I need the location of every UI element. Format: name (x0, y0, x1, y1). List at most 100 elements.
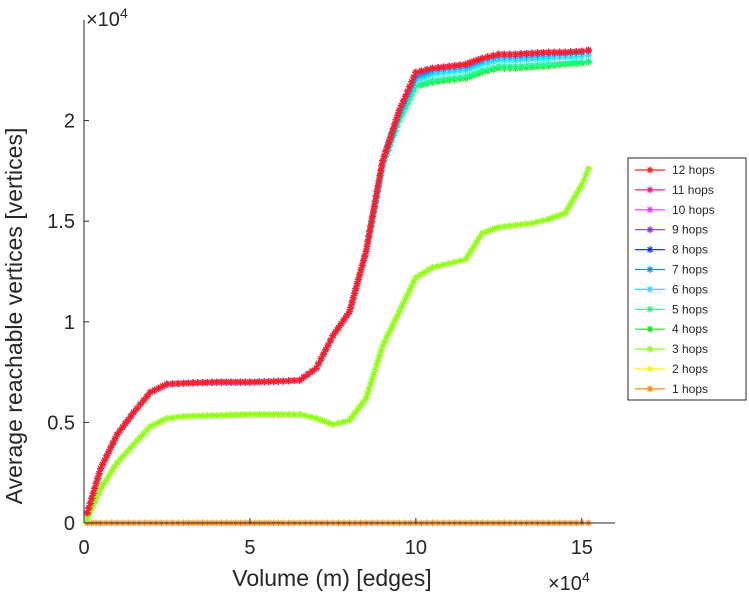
legend-marker (646, 206, 654, 214)
data-point (377, 167, 385, 175)
data-point (296, 376, 304, 384)
data-point (408, 282, 416, 290)
series-6-hops (83, 51, 592, 517)
data-point (105, 472, 113, 480)
y-tick-label: 2 (64, 111, 75, 133)
series-line (86, 61, 589, 514)
data-point (363, 242, 371, 250)
legend-item: 1 hops (635, 382, 708, 396)
data-point (334, 419, 342, 427)
data-point (130, 408, 138, 416)
data-point (440, 75, 448, 83)
legend-label: 7 hops (672, 263, 708, 277)
legend-marker (646, 385, 654, 393)
legend-label: 1 hops (672, 382, 708, 396)
data-point (451, 62, 459, 70)
data-point (370, 370, 378, 378)
series-line (86, 49, 589, 514)
data-point (578, 58, 586, 66)
legend-marker (646, 325, 654, 333)
legend-items: 12 hops 11 hops 10 hops 9 hops 8 hops 7 hops 6… (635, 163, 715, 396)
data-point (251, 410, 259, 418)
data-point (312, 364, 320, 372)
legend-box (627, 157, 747, 401)
data-point (357, 402, 365, 410)
legend-marker (646, 345, 654, 353)
data-point (556, 48, 564, 56)
data-point (169, 414, 176, 422)
data-point (113, 430, 121, 438)
data-point (126, 444, 134, 452)
data-point (445, 62, 453, 70)
data-point (348, 413, 356, 421)
series-line (86, 49, 589, 514)
data-point (371, 366, 379, 374)
series-4-hops (83, 58, 592, 517)
legend-item: 2 hops (635, 362, 708, 376)
legend-marker (646, 226, 654, 234)
legend-item: 6 hops (635, 282, 708, 296)
y-tick-label: 1 (64, 312, 75, 334)
series-line (86, 49, 589, 514)
data-point (360, 257, 368, 265)
data-point (110, 463, 118, 471)
legend-item: 10 hops (635, 203, 715, 217)
data-point (584, 46, 592, 54)
data-point (417, 67, 425, 75)
data-point (369, 207, 377, 215)
y-tick-label: 0 (64, 513, 75, 535)
data-point (557, 211, 565, 219)
legend-item: 11 hops (635, 183, 714, 197)
data-point (478, 54, 486, 62)
data-point (534, 218, 542, 226)
data-point (484, 65, 492, 73)
data-point (478, 66, 486, 74)
data-point (550, 48, 558, 56)
data-point (92, 479, 100, 487)
data-point (163, 380, 171, 388)
data-point (372, 192, 380, 200)
data-point (428, 76, 436, 84)
data-point (354, 275, 362, 283)
data-point (440, 261, 448, 269)
data-point (121, 419, 129, 427)
data-point (174, 413, 182, 421)
series-2-hops (83, 165, 592, 523)
legend-label: 8 hops (672, 243, 708, 257)
data-point (571, 193, 579, 201)
series-line (86, 50, 589, 514)
series-7-hops (83, 47, 592, 517)
data-point (445, 74, 453, 82)
data-point (308, 367, 316, 375)
legend-item: 3 hops (635, 342, 708, 356)
data-point (434, 64, 442, 72)
legend-item: 8 hops (635, 243, 708, 257)
data-point (251, 378, 259, 386)
series-line (86, 168, 590, 520)
data-point (352, 285, 360, 293)
legend-marker (646, 266, 654, 273)
data-point (517, 221, 525, 229)
data-point (420, 269, 428, 277)
data-point (539, 217, 547, 225)
data-point (117, 455, 125, 463)
data-point (506, 50, 514, 58)
data-point (353, 280, 361, 288)
legend-label: 2 hops (672, 362, 708, 376)
x-tick-label: 0 (78, 537, 89, 559)
data-point (86, 499, 94, 507)
data-point (301, 412, 309, 420)
data-point (329, 332, 337, 340)
legend-marker (646, 365, 654, 373)
data-point (119, 423, 127, 431)
data-point (456, 257, 464, 265)
data-point (523, 220, 530, 228)
data-point (412, 68, 420, 76)
legend-label: 12 hops (672, 163, 715, 177)
data-point (564, 205, 572, 213)
data-point (440, 63, 448, 71)
data-point (451, 258, 459, 266)
data-point (434, 76, 442, 84)
legend-marker (646, 186, 654, 194)
series-9-hops (83, 46, 592, 517)
